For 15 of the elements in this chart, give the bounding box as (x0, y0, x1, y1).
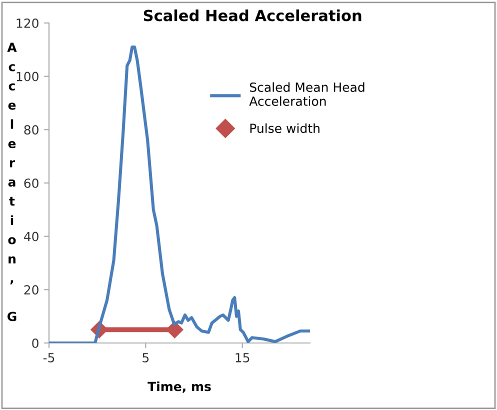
y-tick-label: 80 (24, 125, 38, 135)
y-tick-label: 40 (24, 232, 38, 242)
x-axis-title: Time, ms (148, 381, 211, 393)
y-tick-label: 100 (16, 72, 38, 82)
legend-label: Pulse width (250, 123, 320, 134)
y-tick-label: 60 (24, 178, 38, 188)
y-tick-label: 0 (32, 338, 38, 348)
text: Acceleration, G (7, 42, 17, 322)
x-tick-label: 15 (236, 353, 250, 362)
y-tick-label: 20 (24, 285, 38, 295)
legend-label: Scaled Mean Head Acceleration (249, 82, 364, 106)
chart-title: Scaled Head Acceleration (144, 9, 362, 22)
x-tick-label: -5 (43, 353, 54, 362)
y-tick-label: 120 (16, 18, 38, 28)
x-tick-label: 5 (142, 353, 149, 362)
